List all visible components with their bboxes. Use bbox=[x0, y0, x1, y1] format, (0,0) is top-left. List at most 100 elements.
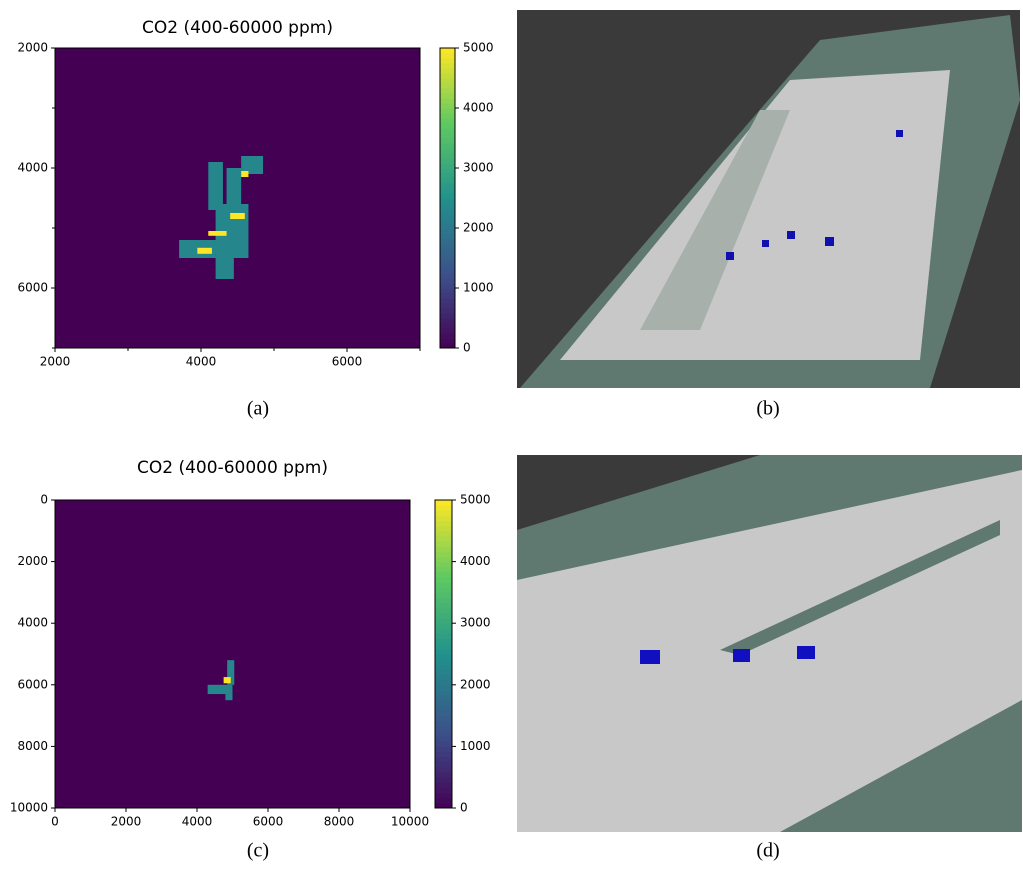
colorbar-segment bbox=[440, 63, 455, 69]
colorbar-segment bbox=[435, 731, 452, 737]
colorbar-segment bbox=[435, 726, 452, 732]
heatmap-cell bbox=[208, 231, 226, 236]
colorbar-segment bbox=[440, 218, 455, 224]
y-tick-label: 6000 bbox=[17, 281, 48, 295]
colorbar-tick-label: 5000 bbox=[460, 493, 491, 507]
colorbar-segment bbox=[435, 772, 452, 778]
colorbar-segment bbox=[440, 113, 455, 119]
colorbar-segment bbox=[435, 767, 452, 773]
colorbar-segment bbox=[435, 572, 452, 578]
x-tick-label: 4000 bbox=[182, 815, 213, 829]
colorbar-tick-label: 3000 bbox=[460, 616, 491, 630]
colorbar-segment bbox=[440, 233, 455, 239]
colorbar-segment bbox=[435, 757, 452, 763]
colorbar-segment bbox=[440, 208, 455, 214]
colorbar-segment bbox=[440, 288, 455, 294]
colorbar-segment bbox=[440, 93, 455, 99]
colorbar-segment bbox=[440, 228, 455, 234]
colorbar-segment bbox=[435, 628, 452, 634]
colorbar-segment bbox=[440, 118, 455, 124]
colorbar-segment bbox=[440, 108, 455, 114]
colorbar-segment bbox=[440, 143, 455, 149]
heatmap-cell bbox=[208, 685, 233, 694]
colorbar-tick-label: 1000 bbox=[460, 739, 491, 753]
colorbar-segment bbox=[440, 148, 455, 154]
heatmap-cell bbox=[225, 694, 232, 700]
colorbar-segment bbox=[440, 213, 455, 219]
colorbar-segment bbox=[435, 598, 452, 604]
colorbar-segment bbox=[435, 623, 452, 629]
colorbar-segment bbox=[440, 178, 455, 184]
y-tick-label: 4000 bbox=[17, 616, 48, 630]
colorbar-tick-label: 0 bbox=[463, 341, 471, 355]
colorbar-segment bbox=[435, 500, 452, 506]
colorbar-segment bbox=[440, 173, 455, 179]
heatmap-cell bbox=[208, 162, 223, 210]
y-tick-label: 6000 bbox=[17, 677, 48, 691]
colorbar-segment bbox=[435, 787, 452, 793]
heatmap-cell bbox=[230, 213, 245, 219]
colorbar-segment bbox=[440, 68, 455, 74]
page: CO2 (400-60000 ppm) 2000 4000 6000 2000 4000 6… bbox=[0, 0, 1023, 870]
colorbar-segment bbox=[435, 592, 452, 598]
y-tick-label: 2000 bbox=[17, 554, 48, 568]
colorbar-segment bbox=[440, 88, 455, 94]
colorbar-segment bbox=[440, 163, 455, 169]
colorbar-segment bbox=[440, 168, 455, 174]
colorbar-segment bbox=[435, 536, 452, 542]
colorbar-segment bbox=[440, 53, 455, 59]
colorbar-segment bbox=[440, 318, 455, 324]
colorbar-segment bbox=[440, 128, 455, 134]
colorbar-segment bbox=[435, 695, 452, 701]
colorbar-tick-label: 3000 bbox=[463, 161, 494, 175]
colorbar-segment bbox=[440, 78, 455, 84]
colorbar-segment bbox=[435, 582, 452, 588]
x-tick-label: 2000 bbox=[111, 815, 142, 829]
colorbar-segment bbox=[440, 103, 455, 109]
colorbar-segment bbox=[435, 752, 452, 758]
colorbar-segment bbox=[435, 710, 452, 716]
colorbar-segment bbox=[435, 782, 452, 788]
colorbar-segment bbox=[435, 721, 452, 727]
colorbar-segment bbox=[440, 338, 455, 344]
colorbar-segment bbox=[435, 521, 452, 527]
colorbar-segment bbox=[435, 690, 452, 696]
heatmap-background bbox=[55, 500, 410, 808]
colorbar-segment bbox=[435, 639, 452, 645]
chart-title: CO2 (400-60000 ppm) bbox=[142, 18, 333, 38]
colorbar-segment bbox=[435, 793, 452, 799]
figure: CO2 (400-60000 ppm) 2000 4000 6000 2000 4000 6… bbox=[0, 0, 1023, 870]
colorbar-tick-label: 5000 bbox=[463, 41, 494, 55]
colorbar-segment bbox=[440, 123, 455, 129]
colorbar-segment bbox=[440, 83, 455, 89]
colorbar-segment bbox=[440, 98, 455, 104]
heatmap-cell bbox=[197, 248, 212, 254]
colorbar-segment bbox=[440, 188, 455, 194]
colorbar-segment bbox=[435, 562, 452, 568]
colorbar-segment bbox=[435, 777, 452, 783]
x-tick-label: 10000 bbox=[391, 815, 429, 829]
panel-label: (d) bbox=[756, 840, 779, 862]
colorbar-segment bbox=[440, 248, 455, 254]
colorbar-segment bbox=[440, 198, 455, 204]
colorbar-segment bbox=[435, 608, 452, 614]
colorbar-segment bbox=[435, 633, 452, 639]
colorbar-segment bbox=[440, 268, 455, 274]
colorbar-segment bbox=[435, 669, 452, 675]
x-tick-label: 8000 bbox=[324, 815, 355, 829]
colorbar-segment bbox=[440, 183, 455, 189]
colorbar-segment bbox=[435, 567, 452, 573]
y-tick-label: 0 bbox=[40, 493, 48, 507]
colorbar-segment bbox=[435, 705, 452, 711]
colorbar-segment bbox=[440, 223, 455, 229]
colorbar-segment bbox=[435, 700, 452, 706]
panel-label: (b) bbox=[756, 398, 779, 420]
y-tick-label: 8000 bbox=[17, 739, 48, 753]
x-tick-label: 0 bbox=[51, 815, 59, 829]
heatmap-cell bbox=[224, 677, 231, 683]
map-render-d bbox=[517, 455, 1022, 832]
y-tick-label: 2000 bbox=[17, 41, 48, 55]
colorbar-segment bbox=[435, 603, 452, 609]
colorbar-segment bbox=[440, 193, 455, 199]
colorbar-tick-label: 2000 bbox=[463, 221, 494, 235]
